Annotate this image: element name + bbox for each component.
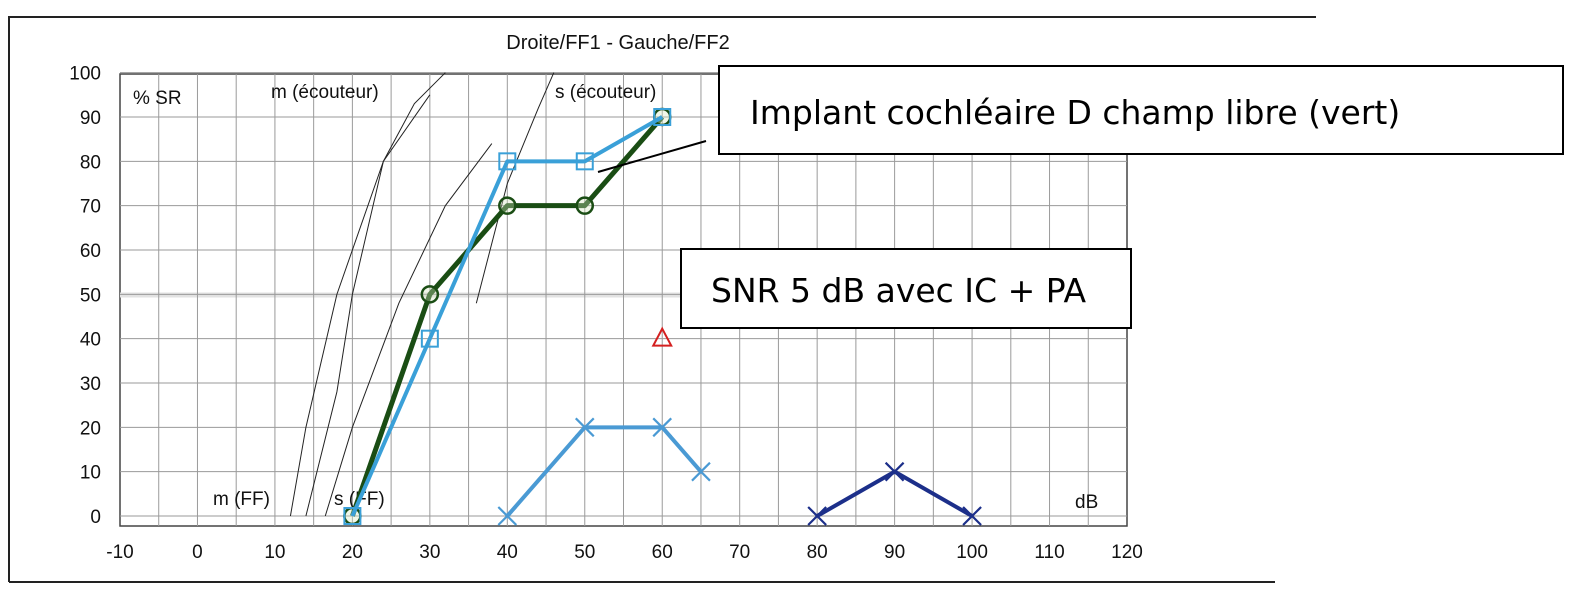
x-axis-label: dB xyxy=(1075,492,1098,513)
data-point xyxy=(575,152,594,171)
data-point xyxy=(962,506,982,526)
y-tick-label: 90 xyxy=(80,108,101,129)
y-axis-label: % SR xyxy=(133,88,182,109)
data-point xyxy=(691,461,711,482)
data-point xyxy=(652,417,673,438)
reference-curve-3 xyxy=(324,143,493,517)
y-tick-label: 70 xyxy=(80,197,101,218)
series-4 xyxy=(651,326,673,347)
data-point xyxy=(884,461,905,482)
data-point xyxy=(807,506,827,526)
x-tick-label: 30 xyxy=(419,542,440,563)
y-tick-label: 40 xyxy=(80,330,101,351)
data-point xyxy=(653,108,672,126)
series-2 xyxy=(497,417,711,526)
ref-label-s-ecouteur: s (écouteur) xyxy=(555,82,656,103)
y-tick-label: 50 xyxy=(80,285,101,306)
callout-implant-text: Implant cochléaire D champ libre (vert) xyxy=(750,93,1400,132)
data-point xyxy=(420,285,440,304)
reference-curve-0 xyxy=(305,72,446,517)
series-1 xyxy=(343,108,672,525)
x-tick-label: 60 xyxy=(652,542,673,563)
data-point xyxy=(574,417,595,438)
reference-curves xyxy=(289,72,555,517)
y-tick-label: 60 xyxy=(80,241,101,262)
data-point xyxy=(575,196,595,215)
y-tick-label: 20 xyxy=(80,418,101,439)
ref-label-m-ecouteur: m (écouteur) xyxy=(271,82,379,103)
series-line xyxy=(505,425,703,518)
reference-curve-1 xyxy=(475,72,555,304)
y-tick-label: 100 xyxy=(69,64,101,85)
x-tick-label: 70 xyxy=(729,542,750,563)
x-tick-labels: -10 0 10 20 30 40 50 60 70 80 90 100 110 120 xyxy=(106,542,1143,563)
x-tick-label: 40 xyxy=(497,542,518,563)
x-tick-label: 80 xyxy=(807,542,828,563)
data-point xyxy=(420,329,439,348)
x-tick-label: 20 xyxy=(342,542,363,563)
data-point xyxy=(497,506,518,526)
x-tick-label: 120 xyxy=(1111,542,1143,563)
callout-implant-box xyxy=(718,65,1564,155)
data-point xyxy=(498,196,517,215)
x-tick-label: 10 xyxy=(264,542,285,563)
series-line xyxy=(350,115,664,517)
data-point xyxy=(651,326,673,347)
x-tick-label: -10 xyxy=(106,542,133,563)
y-tick-label: 30 xyxy=(80,374,101,395)
x-tick-label: 90 xyxy=(884,542,905,563)
data-point xyxy=(498,152,517,171)
y-tick-label: 0 xyxy=(90,507,101,528)
callout-snr-text: SNR 5 dB avec IC + PA xyxy=(711,271,1086,310)
data-point xyxy=(343,507,362,525)
series-line xyxy=(350,115,665,517)
y-tick-labels: 0 10 20 30 40 50 60 70 80 90 100 xyxy=(69,64,101,528)
data-series xyxy=(343,107,982,526)
y-tick-label: 10 xyxy=(80,463,101,484)
x-tick-label: 110 xyxy=(1034,542,1064,563)
chart-title: Droite/FF1 - Gauche/FF2 xyxy=(506,32,729,54)
x-tick-label: 50 xyxy=(574,542,595,563)
reference-curve-2 xyxy=(289,94,431,517)
x-tick-label: 0 xyxy=(192,542,203,563)
ref-label-m-ff: m (FF) xyxy=(213,489,270,510)
callout-leader-line xyxy=(597,140,707,173)
x-tick-label: 100 xyxy=(956,542,988,563)
callout-snr-box xyxy=(680,248,1132,329)
series-3 xyxy=(807,461,982,526)
y-tick-label: 80 xyxy=(80,152,101,173)
